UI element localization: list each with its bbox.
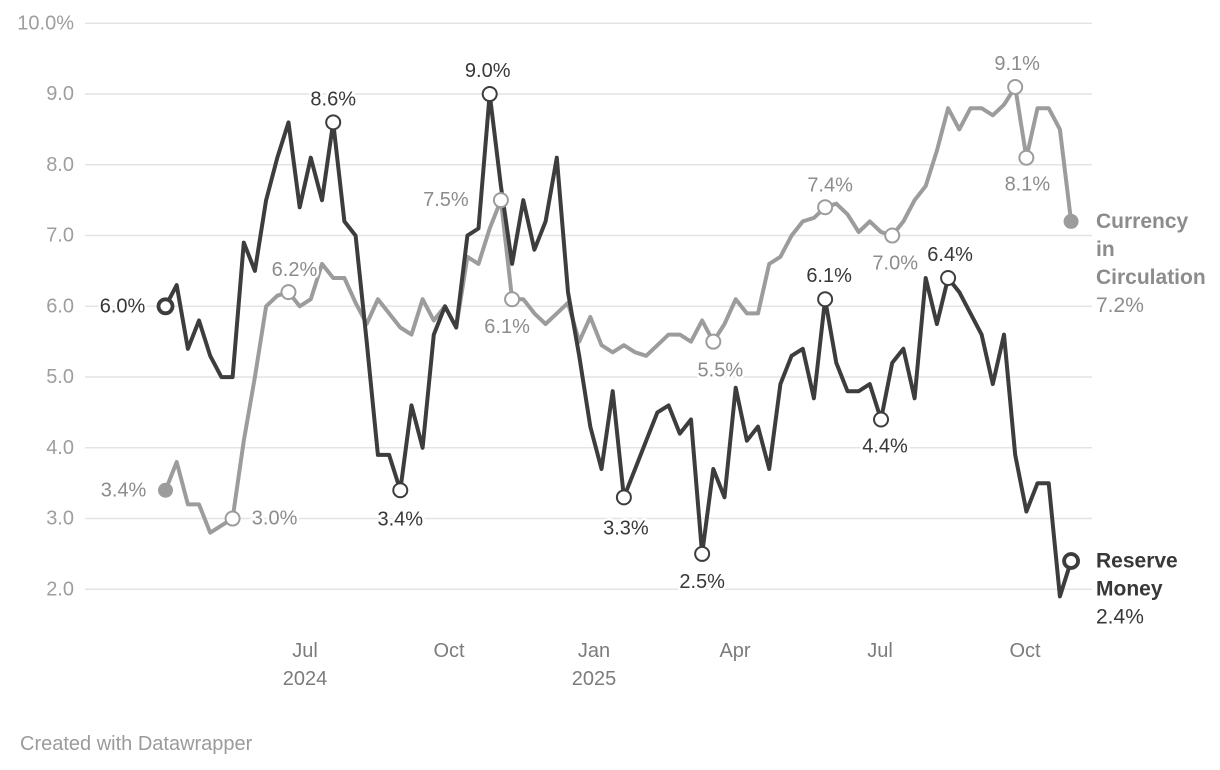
reserve-end-label-name-line: Reserve (1096, 550, 1178, 573)
reserve-end-label: Reserve Money 2.4% (1096, 550, 1178, 629)
currency-point-label: 9.1% (994, 53, 1040, 75)
currency-point-marker (504, 291, 521, 308)
currency-point-label: 7.0% (872, 253, 918, 275)
reserve-point-label: 6.1% (806, 265, 852, 287)
reserve-end-label-value: 2.4% (1096, 606, 1144, 629)
currency-point-marker (224, 510, 241, 527)
reserve-point-marker (481, 86, 498, 103)
y-tick-label: 6.0 (46, 295, 74, 317)
currency-point-marker (884, 227, 901, 244)
currency-point-label: 5.5% (698, 360, 744, 382)
reserve-point-label: 2.5% (679, 571, 725, 593)
currency-point-label: 3.0% (252, 508, 298, 530)
y-tick-label: 3.0 (46, 508, 74, 530)
currency-point-label: 6.2% (272, 259, 318, 281)
currency-point-label: 7.4% (807, 174, 853, 196)
y-tick-label: 2.0 (46, 578, 74, 600)
reserve-point-marker (325, 114, 342, 131)
x-tick-label: Apr (719, 640, 750, 662)
reserve-point-label: 6.4% (927, 244, 973, 266)
currency-point-label: 3.4% (101, 479, 147, 501)
x-tick-label: Jul (292, 640, 318, 662)
reserve-point-marker (392, 482, 409, 499)
reserve-point-label: 8.6% (310, 88, 356, 110)
currency-line (163, 85, 1074, 535)
currency-end-label-name-line: in (1096, 238, 1115, 261)
y-tick-label: 5.0 (46, 366, 74, 388)
currency-end-label-name-line: Circulation (1096, 266, 1206, 289)
currency-point-label: 6.1% (484, 316, 530, 338)
reserve-point-label: 9.0% (465, 60, 511, 82)
currency-end-label-value: 7.2% (1096, 294, 1144, 317)
reserve-end-label-name-line: Money (1096, 578, 1163, 601)
reserve-line (163, 92, 1074, 599)
reserve-point-marker (873, 411, 890, 428)
y-tick-label: 7.0 (46, 225, 74, 247)
y-tick-label: 9.0 (46, 83, 74, 105)
reserve-point-label: 3.3% (603, 517, 649, 539)
y-tick-label: 4.0 (46, 437, 74, 459)
y-tick-label: 8.0 (46, 154, 74, 176)
reserve-point-label: 3.4% (377, 508, 423, 530)
currency-end-label-name-line: Currency (1096, 210, 1189, 233)
currency-point-marker (817, 199, 834, 216)
x-tick-label: Jul (867, 640, 893, 662)
y-tick-label: 10.0% (17, 12, 74, 34)
reserve-point-marker (615, 489, 632, 506)
currency-point-marker (1007, 78, 1024, 95)
x-tick-label: Oct (433, 640, 465, 662)
currency-point-marker (705, 333, 722, 350)
x-tick-label: Oct (1009, 640, 1041, 662)
x-tick-year-label: 2025 (572, 668, 617, 690)
currency-point-marker (1063, 213, 1079, 229)
currency-point-marker (1018, 149, 1035, 166)
reserve-point-label: 4.4% (862, 436, 908, 458)
reserve-point-marker (817, 291, 834, 308)
currency-point-label: 7.5% (423, 189, 469, 211)
currency-point-marker (158, 482, 173, 498)
reserve-point-marker (694, 545, 711, 562)
reserve-point-marker (156, 297, 175, 316)
currency-point-marker (280, 284, 297, 301)
currency-point-marker (492, 192, 509, 209)
datawrapper-credit-link[interactable]: Created with Datawrapper (20, 733, 253, 755)
reserve-point-marker (1062, 552, 1080, 570)
currency-point-label: 8.1% (1005, 174, 1051, 196)
x-tick-year-label: 2024 (283, 668, 328, 690)
currency-end-label: Currency in Circulation 7.2% (1096, 210, 1206, 317)
reserve-point-label: 6.0% (100, 295, 146, 317)
x-tick-label: Jan (578, 640, 610, 662)
reserve-point-marker (940, 270, 957, 286)
